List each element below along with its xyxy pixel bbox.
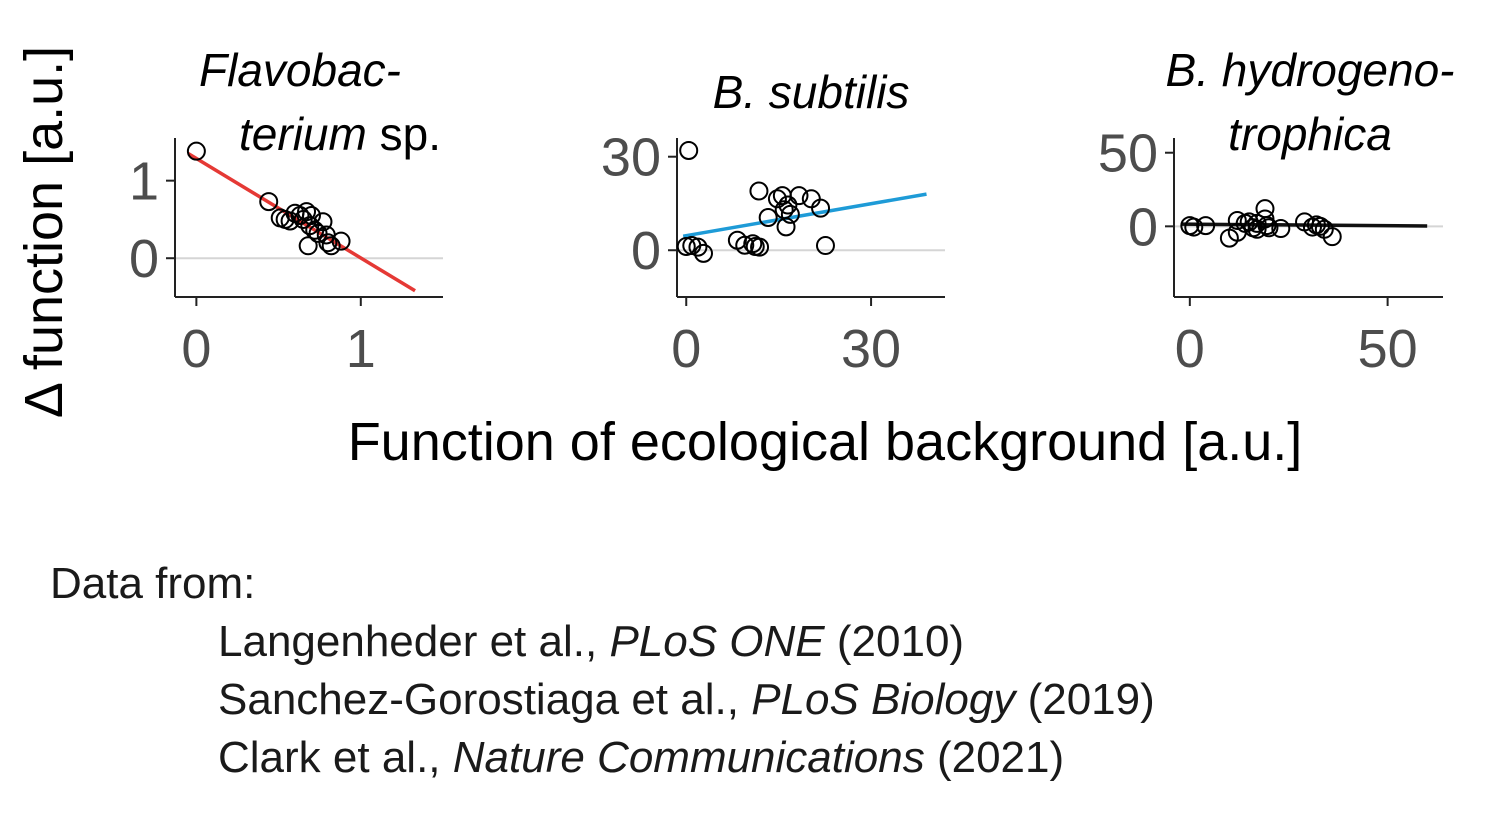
data-point xyxy=(758,208,778,227)
data-point xyxy=(301,206,321,226)
ref-authors: Sanchez-Gorostiaga et al., xyxy=(218,675,752,724)
data-point xyxy=(693,243,713,263)
data-point xyxy=(815,236,835,256)
ref-journal: PLoS ONE xyxy=(609,617,825,666)
x-tick-label: 50 xyxy=(1358,319,1418,379)
data-point xyxy=(186,141,206,161)
x-axis-label: Function of ecological background [a.u.] xyxy=(348,412,1303,472)
x-tick-label: 0 xyxy=(181,319,211,379)
x-tick-label: 0 xyxy=(671,319,701,379)
y-tick-label: 0 xyxy=(631,221,661,281)
data-point xyxy=(801,189,821,209)
ref-journal: Nature Communications xyxy=(452,733,925,782)
panel-title-italic: terium xyxy=(239,108,367,160)
data-point xyxy=(1255,199,1275,219)
y-axis-label: Δ function [a.u.] xyxy=(14,46,74,418)
data-point xyxy=(778,195,798,215)
panel-title: terium sp. xyxy=(239,108,441,160)
data-point xyxy=(750,237,770,257)
data-point xyxy=(1257,216,1277,236)
y-tick-label: 1 xyxy=(129,152,159,212)
panel-title-plain: sp. xyxy=(367,108,441,160)
ref-year: (2019) xyxy=(1015,675,1155,724)
source-ref: Clark et al., Nature Communications (202… xyxy=(50,729,1155,787)
data-sources: Data from: Langenheder et al., PLoS ONE … xyxy=(50,555,1155,787)
data-point xyxy=(1196,216,1216,236)
ref-authors: Clark et al., xyxy=(218,733,453,782)
data-point xyxy=(331,231,351,251)
source-ref: Sanchez-Gorostiaga et al., PLoS Biology … xyxy=(50,671,1155,729)
data-point xyxy=(679,140,699,160)
source-ref: Langenheder et al., PLoS ONE (2010) xyxy=(50,613,1155,671)
panel: 0 30 0 30 B. subtilis xyxy=(601,66,945,379)
data-point xyxy=(1184,217,1204,237)
y-tick-label: 0 xyxy=(1128,197,1158,257)
chart-figure: Δ function [a.u.] Function of ecological… xyxy=(14,44,1455,472)
panel-title: trophica xyxy=(1228,108,1392,160)
y-tick-label: 30 xyxy=(601,128,661,188)
panel: 0 1 0 1 Flavobac-terium sp. xyxy=(129,44,443,379)
x-tick-label: 0 xyxy=(1175,319,1205,379)
data-point xyxy=(1322,227,1342,247)
panel-title: Flavobac- xyxy=(199,44,401,96)
x-tick-label: 1 xyxy=(346,319,376,379)
y-tick-label: 0 xyxy=(129,229,159,289)
data-point xyxy=(811,198,831,218)
panel-title: B. subtilis xyxy=(713,66,910,118)
panels: 0 1 0 1 Flavobac-terium sp. 0 30 0 30 B. subtilis… xyxy=(129,44,1455,379)
fit-line xyxy=(682,192,927,238)
data-point xyxy=(789,186,809,206)
x-tick-label: 30 xyxy=(841,319,901,379)
data-point xyxy=(1227,210,1247,230)
data-point xyxy=(259,192,279,212)
data-point xyxy=(318,233,338,253)
data-point xyxy=(298,236,318,256)
data-point xyxy=(776,217,796,237)
data-point xyxy=(1259,218,1279,238)
ref-year: (2021) xyxy=(924,733,1065,782)
ref-journal: PLoS Biology xyxy=(751,675,1016,724)
ref-year: (2010) xyxy=(824,617,965,666)
data-point xyxy=(297,202,317,222)
panel-title: B. hydrogeno- xyxy=(1166,44,1455,96)
y-tick-label: 50 xyxy=(1098,124,1158,184)
data-point xyxy=(688,237,708,257)
data-point xyxy=(767,189,787,209)
data-point xyxy=(1302,217,1322,237)
data-point xyxy=(780,204,800,224)
data-point xyxy=(749,181,769,201)
sources-heading: Data from: xyxy=(50,559,256,608)
data-point xyxy=(1310,216,1330,236)
ref-authors: Langenheder et al., xyxy=(218,617,610,666)
data-point xyxy=(735,235,755,255)
data-point xyxy=(313,212,333,232)
data-point xyxy=(1271,219,1291,239)
data-point xyxy=(321,236,341,256)
